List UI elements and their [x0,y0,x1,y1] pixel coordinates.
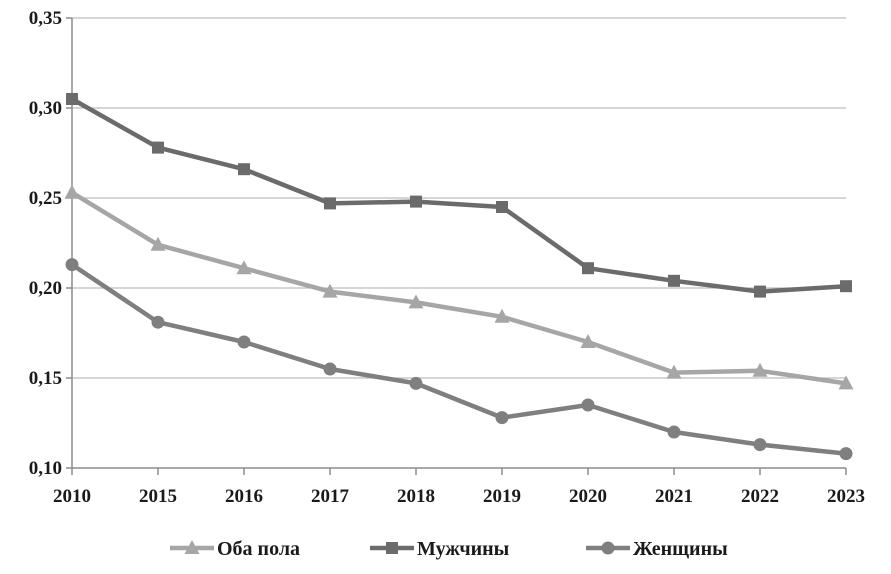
data-point [581,398,595,412]
legend-item: Мужчины [370,538,510,560]
data-point [496,201,508,213]
data-point [838,375,854,390]
data-point [152,141,164,154]
gridlines [72,17,846,379]
series-line [70,97,847,294]
data-point [237,335,251,349]
data-point [753,438,767,452]
data-point [324,197,336,210]
legend: Оба пола Мужчины Женщины [170,538,728,560]
data-point [322,283,338,298]
x-tick-label: 2020 [569,486,607,507]
x-tick-label: 2016 [225,486,263,507]
x-tick-label: 2015 [139,486,177,507]
data-point [64,184,80,199]
x-axis-ticks: 2010 2015 2016 2017 2018 2019 2020 2021 2022 2023 [53,468,865,507]
legend-label: Мужчины [417,538,510,560]
legend-marker [184,540,200,554]
x-tick-label: 2022 [741,486,779,507]
y-tick-label: 0,10 [29,458,62,479]
data-point [323,362,337,376]
data-point [839,447,853,461]
x-tick-label: 2023 [827,486,865,507]
y-tick-label: 0,25 [29,188,62,209]
data-point [495,411,509,425]
data-point [580,334,596,348]
data-point [668,274,680,287]
data-point [238,163,250,176]
data-point [408,294,424,309]
series-lines [64,93,854,461]
data-point [666,364,682,379]
x-tick-label: 2021 [655,486,693,507]
data-point [582,262,594,275]
series-triangle [64,184,854,390]
data-point [150,236,166,251]
data-point [65,258,79,272]
x-tick-label: 2019 [483,486,521,507]
y-tick-label: 0,35 [29,8,62,29]
data-point [754,285,766,298]
data-point [409,376,423,390]
data-point [236,260,252,275]
y-tick-label: 0,30 [29,98,62,119]
legend-marker [601,541,615,555]
legend-item: Оба пола [170,538,300,560]
data-point [151,315,165,329]
data-point [494,308,510,323]
series-circle [65,258,853,461]
data-point [667,425,681,439]
series-square [66,93,852,298]
data-point [840,280,852,293]
y-tick-label: 0,20 [29,278,62,299]
data-point [410,195,422,208]
y-axis-ticks: 0,10 0,15 0,20 0,25 0,30 0,35 [29,8,72,479]
legend-label: Женщины [633,538,728,560]
data-point [66,93,78,105]
x-tick-label: 2018 [397,486,435,507]
legend-label: Оба пола [217,538,300,560]
series-line [70,190,847,386]
x-tick-label: 2017 [311,486,350,507]
series-line [70,262,847,456]
y-tick-label: 0,15 [29,368,62,389]
legend-item: Женщины [586,538,728,560]
legend-marker [386,542,398,554]
data-point [752,362,768,377]
x-tick-label: 2010 [53,486,91,507]
